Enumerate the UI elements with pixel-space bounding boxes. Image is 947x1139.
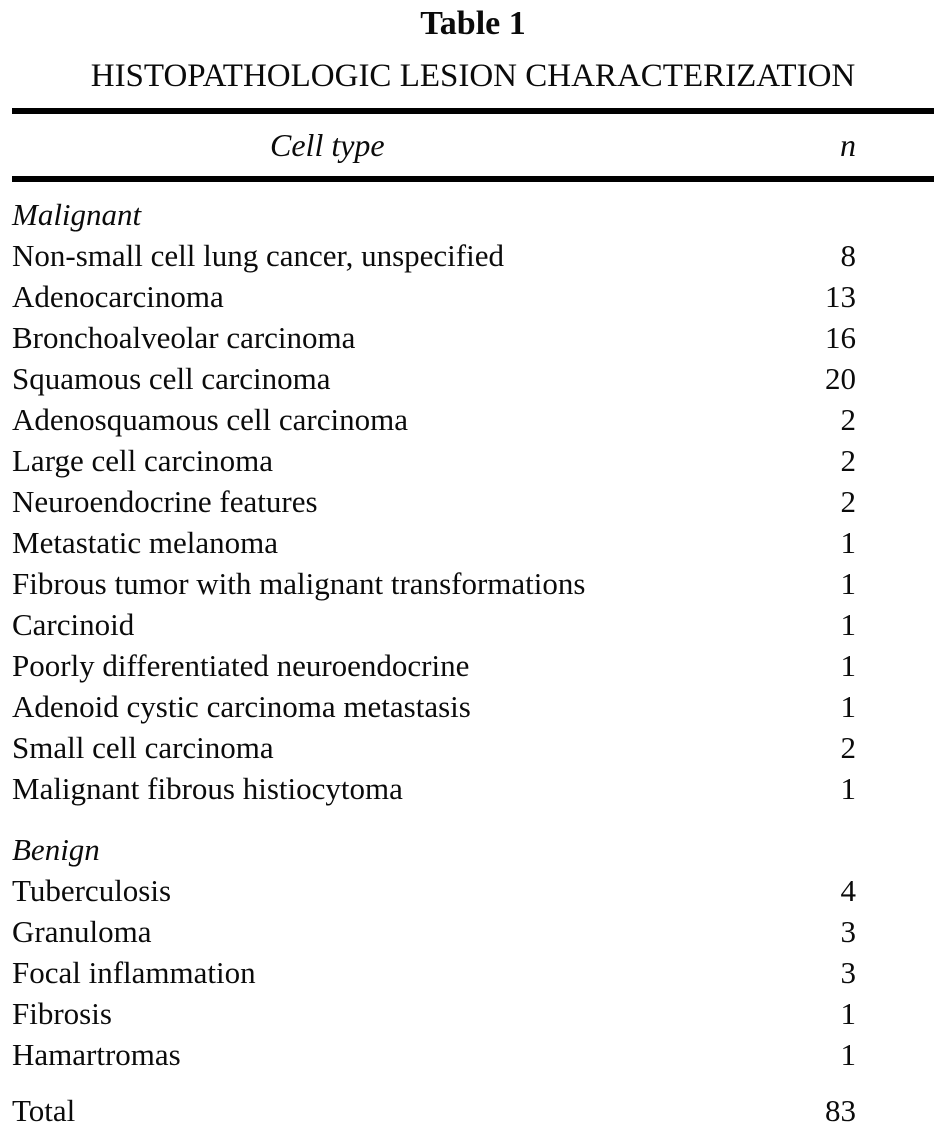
n-value: 13 xyxy=(825,279,856,314)
n-value: 3 xyxy=(840,955,857,990)
n-value: 2 xyxy=(840,730,857,765)
n-value: 1 xyxy=(840,689,857,724)
column-header-n: n xyxy=(840,126,856,163)
total-label: Total xyxy=(12,1093,76,1128)
n-value: 8 xyxy=(840,238,857,273)
table-row: Hamartromas 1 xyxy=(12,1034,934,1075)
table-row: Metastatic melanoma 1 xyxy=(12,522,934,563)
cell-type-value: Squamous cell carcinoma xyxy=(12,361,331,396)
cell-type-value: Bronchoalveolar carcinoma xyxy=(12,320,356,355)
table-body: Malignant Non-small cell lung cancer, un… xyxy=(12,194,934,1131)
top-rule xyxy=(12,108,934,114)
table-row: Carcinoid 1 xyxy=(12,604,934,645)
table-row: Adenocarcinoma 13 xyxy=(12,276,934,317)
table-row: Adenosquamous cell carcinoma 2 xyxy=(12,399,934,440)
cell-type-value: Tuberculosis xyxy=(12,873,172,908)
n-value: 1 xyxy=(840,566,857,601)
cell-type-value: Adenocarcinoma xyxy=(12,279,224,314)
section-header-benign: Benign xyxy=(12,832,100,867)
n-value: 1 xyxy=(840,648,857,683)
cell-type-value: Malignant fibrous histiocytoma xyxy=(12,771,403,806)
table-row: Fibrous tumor with malignant transformat… xyxy=(12,563,934,604)
cell-type-value: Large cell carcinoma xyxy=(12,443,274,478)
n-value: 20 xyxy=(825,361,856,396)
table-row: Bronchoalveolar carcinoma 16 xyxy=(12,317,934,358)
table-row: Neuroendocrine features 2 xyxy=(12,481,934,522)
cell-type-value: Fibrous tumor with malignant transformat… xyxy=(12,566,586,601)
column-header-cell-type: Cell type xyxy=(270,126,385,163)
table-row: Non-small cell lung cancer, unspecified … xyxy=(12,235,934,276)
table-row: Small cell carcinoma 2 xyxy=(12,727,934,768)
cell-type-value: Small cell carcinoma xyxy=(12,730,274,765)
cell-type-value: Hamartromas xyxy=(12,1037,181,1072)
n-value: 2 xyxy=(840,484,857,519)
table-number-label: Table 1 xyxy=(420,5,526,42)
table-row: Large cell carcinoma 2 xyxy=(12,440,934,481)
n-value: 3 xyxy=(840,914,857,949)
table-row: Fibrosis 1 xyxy=(12,993,934,1034)
header-rule xyxy=(12,176,934,182)
table-row: Squamous cell carcinoma 20 xyxy=(12,358,934,399)
cell-type-value: Focal inflammation xyxy=(12,955,256,990)
n-value: 2 xyxy=(840,402,857,437)
cell-type-value: Poorly differentiated neuroendocrine xyxy=(12,648,470,683)
table-row: Focal inflammation 3 xyxy=(12,952,934,993)
table-header-row: Cell type n xyxy=(12,114,934,176)
total-n-value: 83 xyxy=(825,1093,856,1128)
table-row: Poorly differentiated neuroendocrine 1 xyxy=(12,645,934,686)
n-value: 4 xyxy=(840,873,857,908)
table-row: Tuberculosis 4 xyxy=(12,870,934,911)
n-value: 16 xyxy=(825,320,856,355)
table-title: HISTOPATHOLOGIC LESION CHARACTERIZATION xyxy=(90,58,856,94)
cell-type-value: Adenosquamous cell carcinoma xyxy=(12,402,408,437)
table-row: Granuloma 3 xyxy=(12,911,934,952)
n-value: 1 xyxy=(840,607,857,642)
cell-type-value: Adenoid cystic carcinoma metastasis xyxy=(12,689,471,724)
n-value: 2 xyxy=(840,443,857,478)
n-value: 1 xyxy=(840,1037,857,1072)
cell-type-value: Carcinoid xyxy=(12,607,135,642)
cell-type-value: Granuloma xyxy=(12,914,152,949)
cell-type-value: Fibrosis xyxy=(12,996,112,1031)
total-row: Total 83 xyxy=(12,1090,934,1131)
cell-type-value: Metastatic melanoma xyxy=(12,525,278,560)
section-header-malignant: Malignant xyxy=(12,197,142,232)
table-row: Adenoid cystic carcinoma metastasis 1 xyxy=(12,686,934,727)
n-value: 1 xyxy=(840,525,857,560)
table-row: Malignant fibrous histiocytoma 1 xyxy=(12,768,934,809)
cell-type-value: Neuroendocrine features xyxy=(12,484,318,519)
n-value: 1 xyxy=(840,996,857,1031)
n-value: 1 xyxy=(840,771,857,806)
cell-type-value: Non-small cell lung cancer, unspecified xyxy=(12,238,504,273)
